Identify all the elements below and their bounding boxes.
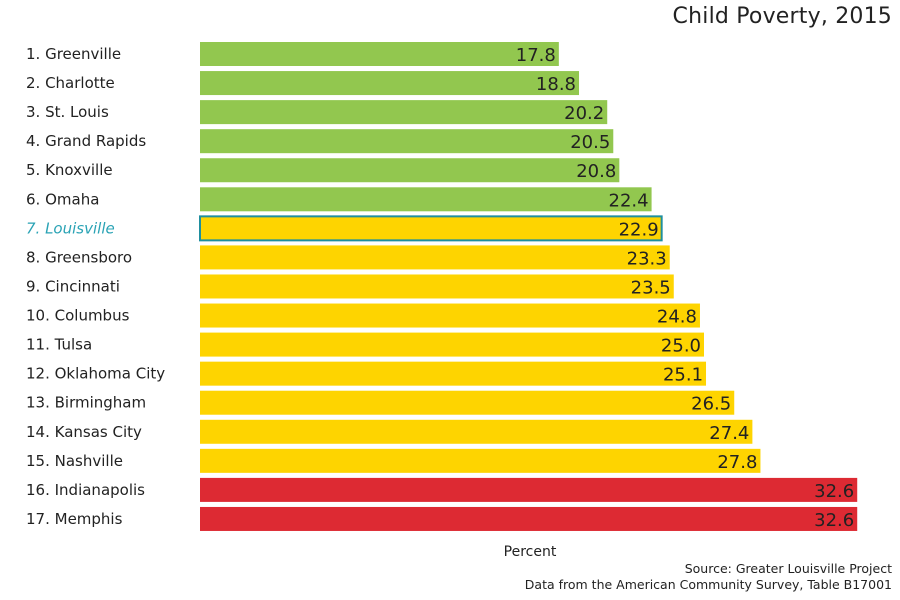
value-label: 27.8 [717, 452, 757, 473]
bar [200, 42, 559, 66]
value-label: 22.9 [619, 219, 659, 240]
bar [200, 71, 580, 96]
value-label: 18.8 [536, 74, 576, 95]
bar [200, 419, 753, 444]
bar [200, 361, 707, 386]
value-label: 20.2 [564, 103, 604, 124]
bar [200, 332, 704, 357]
source-line-1: Source: Greater Louisville Project [684, 561, 892, 576]
bar [200, 158, 620, 183]
category-label: 4. Grand Rapids [26, 132, 146, 150]
value-label: 24.8 [657, 307, 697, 328]
bar [200, 448, 761, 473]
category-label: 3. St. Louis [26, 103, 109, 121]
bar [200, 506, 858, 531]
category-label: 1. Greenville [26, 45, 121, 63]
category-label: 7. Louisville [26, 219, 115, 237]
category-label: 13. Birmingham [26, 394, 146, 412]
value-label: 20.5 [570, 132, 610, 153]
source-note: Source: Greater Louisville Project Data … [525, 561, 892, 593]
value-label: 22.4 [609, 190, 649, 211]
bar [200, 303, 700, 328]
category-label: 16. Indianapolis [26, 481, 145, 499]
category-label: 17. Memphis [26, 510, 123, 528]
chart-title: Child Poverty, 2015 [672, 4, 892, 29]
value-label: 25.1 [663, 365, 703, 386]
value-label: 20.8 [576, 161, 616, 182]
value-label: 27.4 [709, 423, 749, 444]
bar [200, 100, 608, 125]
category-label: 15. Nashville [26, 452, 123, 470]
category-label: 8. Greensboro [26, 248, 132, 266]
bar [200, 477, 858, 502]
bar [200, 274, 674, 299]
bar [200, 390, 735, 415]
bar [200, 129, 614, 154]
category-label: 14. Kansas City [26, 423, 142, 441]
category-label: 5. Knoxville [26, 161, 113, 179]
category-label: 12. Oklahoma City [26, 365, 165, 383]
category-label: 9. Cincinnati [26, 277, 120, 295]
value-label: 32.6 [814, 510, 854, 531]
category-label: 10. Columbus [26, 307, 130, 325]
value-label: 32.6 [814, 481, 854, 502]
value-label: 23.3 [627, 248, 667, 269]
value-label: 25.0 [661, 336, 701, 357]
bar [199, 215, 663, 242]
value-label: 23.5 [631, 277, 671, 298]
value-label: 26.5 [691, 394, 731, 415]
x-axis-label: Percent [503, 544, 557, 560]
bar [200, 187, 652, 212]
bar [200, 245, 670, 270]
value-label: 17.8 [516, 45, 556, 66]
category-label: 2. Charlotte [26, 74, 115, 92]
source-line-2: Data from the American Community Survey,… [524, 577, 892, 592]
category-label: 6. Omaha [26, 190, 99, 208]
category-label: 11. Tulsa [26, 336, 92, 354]
